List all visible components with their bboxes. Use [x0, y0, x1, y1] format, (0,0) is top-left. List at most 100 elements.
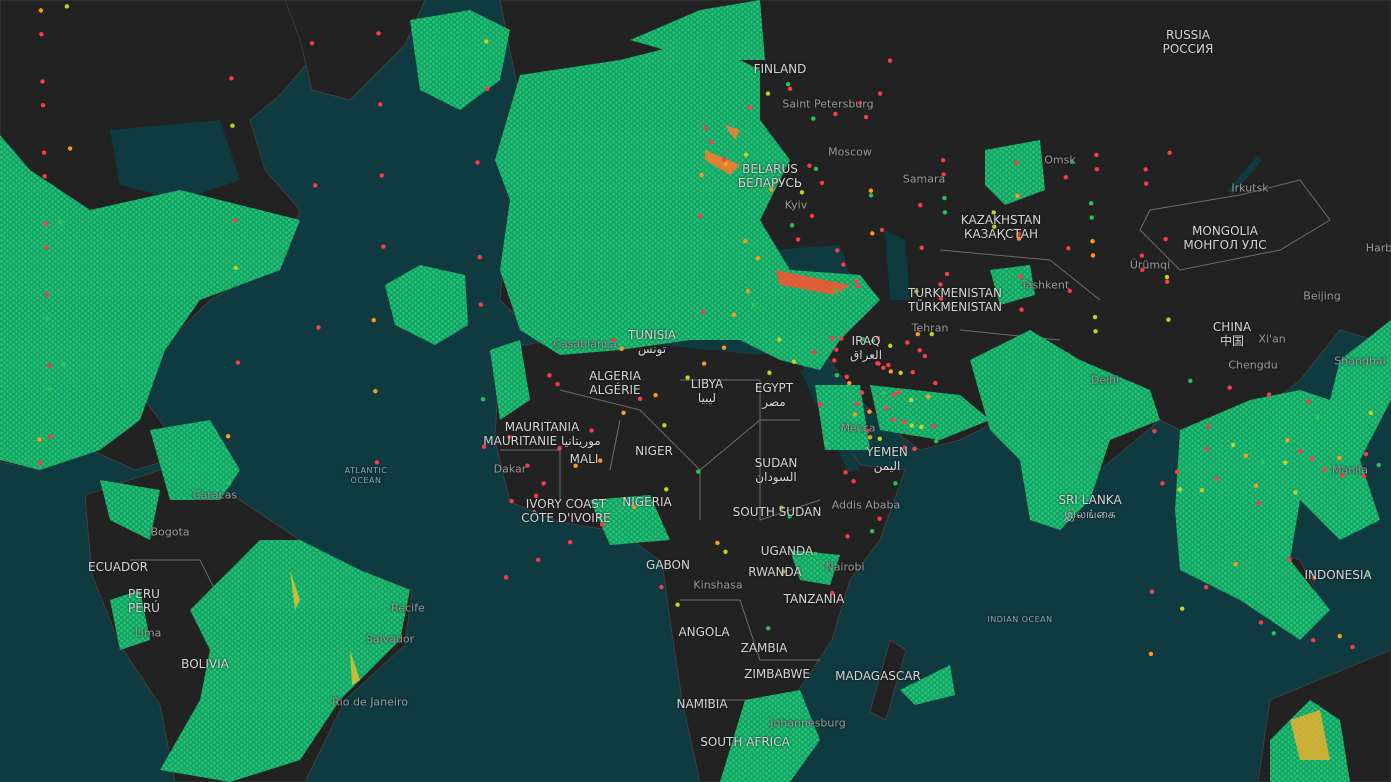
station-dot [767, 370, 772, 375]
station-dot [475, 160, 480, 165]
station-dot [379, 173, 384, 178]
station-dot [1188, 378, 1193, 384]
station-dot [1363, 451, 1369, 457]
station-dot [685, 375, 690, 380]
station-dot [743, 238, 748, 244]
station-dot [480, 397, 486, 402]
station-dot [942, 210, 948, 215]
station-dot [876, 361, 881, 366]
station-dot [1179, 606, 1185, 611]
station-dot [811, 116, 816, 121]
station-dot [811, 350, 817, 355]
station-dot [829, 336, 835, 341]
caspian-sea [885, 230, 910, 300]
station-dot [1160, 481, 1165, 486]
station-dot [1143, 167, 1148, 172]
station-dot [557, 445, 562, 451]
station-dot [1177, 487, 1183, 492]
coverage-scandinavia [630, 0, 765, 60]
station-dot [834, 347, 839, 352]
station-dot [1166, 317, 1171, 322]
station-dot [697, 213, 703, 219]
station-dot [377, 102, 383, 107]
station-dot [533, 493, 539, 499]
coverage-india [970, 330, 1160, 530]
station-dot [1066, 246, 1071, 251]
station-dot [1090, 239, 1095, 244]
station-dot [818, 402, 823, 407]
station-dot [1090, 253, 1096, 258]
station-dot [879, 227, 885, 233]
station-dot [931, 424, 936, 429]
station-dot [675, 602, 680, 607]
station-dot [832, 358, 837, 363]
station-dot [1368, 410, 1373, 416]
station-dot [567, 540, 573, 545]
station-dot [925, 394, 931, 399]
station-dot [1310, 638, 1316, 643]
station-dot [1297, 449, 1303, 454]
station-dot [1152, 428, 1157, 434]
station-dot [619, 346, 624, 352]
station-dot [896, 389, 901, 395]
station-dot [867, 409, 872, 414]
station-dot [938, 282, 943, 287]
station-dot [541, 481, 546, 486]
station-dot [230, 123, 235, 128]
station-dot [1293, 490, 1298, 495]
station-dot [891, 392, 896, 398]
station-dot [621, 410, 626, 416]
station-dot [1233, 562, 1238, 567]
station-dot [1283, 460, 1288, 465]
station-dot [809, 213, 815, 219]
station-dot [1018, 274, 1023, 279]
station-dot [1322, 467, 1327, 472]
station-dot [855, 427, 860, 432]
station-dot [1140, 267, 1145, 273]
station-dot [723, 549, 728, 554]
station-dot [1089, 215, 1094, 220]
station-dot [875, 335, 881, 341]
station-dot [701, 309, 706, 314]
station-dot [1256, 500, 1261, 506]
station-dot [61, 362, 66, 367]
station-dot [766, 626, 771, 631]
station-dot [699, 172, 704, 178]
station-dot [915, 331, 920, 337]
station-dot [819, 180, 825, 186]
station-dot [877, 516, 882, 521]
station-dot [905, 340, 910, 345]
station-dot [225, 433, 231, 439]
station-dot [902, 445, 907, 450]
station-dot [888, 343, 893, 349]
station-dot [1271, 631, 1276, 636]
station-dot [779, 505, 784, 510]
coverage-east-africa [720, 550, 955, 782]
station-dot [1203, 584, 1209, 590]
station-dot [233, 265, 238, 270]
station-dot [1143, 181, 1149, 186]
station-dot [1204, 446, 1209, 452]
station-dot [1164, 279, 1170, 284]
station-dot [313, 183, 318, 188]
station-dot [64, 4, 70, 9]
station-dot [1174, 469, 1180, 475]
station-dot [853, 279, 859, 284]
station-dot [484, 39, 489, 44]
station-dot [1366, 571, 1371, 576]
station-dot [1230, 442, 1236, 448]
station-dot [235, 360, 241, 365]
station-dot [940, 157, 946, 163]
station-dot [833, 111, 838, 117]
station-dot [1243, 453, 1249, 459]
station-dot [43, 221, 48, 226]
station-dot [371, 317, 376, 323]
station-dot [715, 540, 720, 546]
station-dot [1227, 385, 1232, 390]
station-dot [47, 387, 52, 392]
station-dot [813, 166, 819, 172]
station-dot [1148, 651, 1154, 657]
station-dot [830, 590, 835, 596]
